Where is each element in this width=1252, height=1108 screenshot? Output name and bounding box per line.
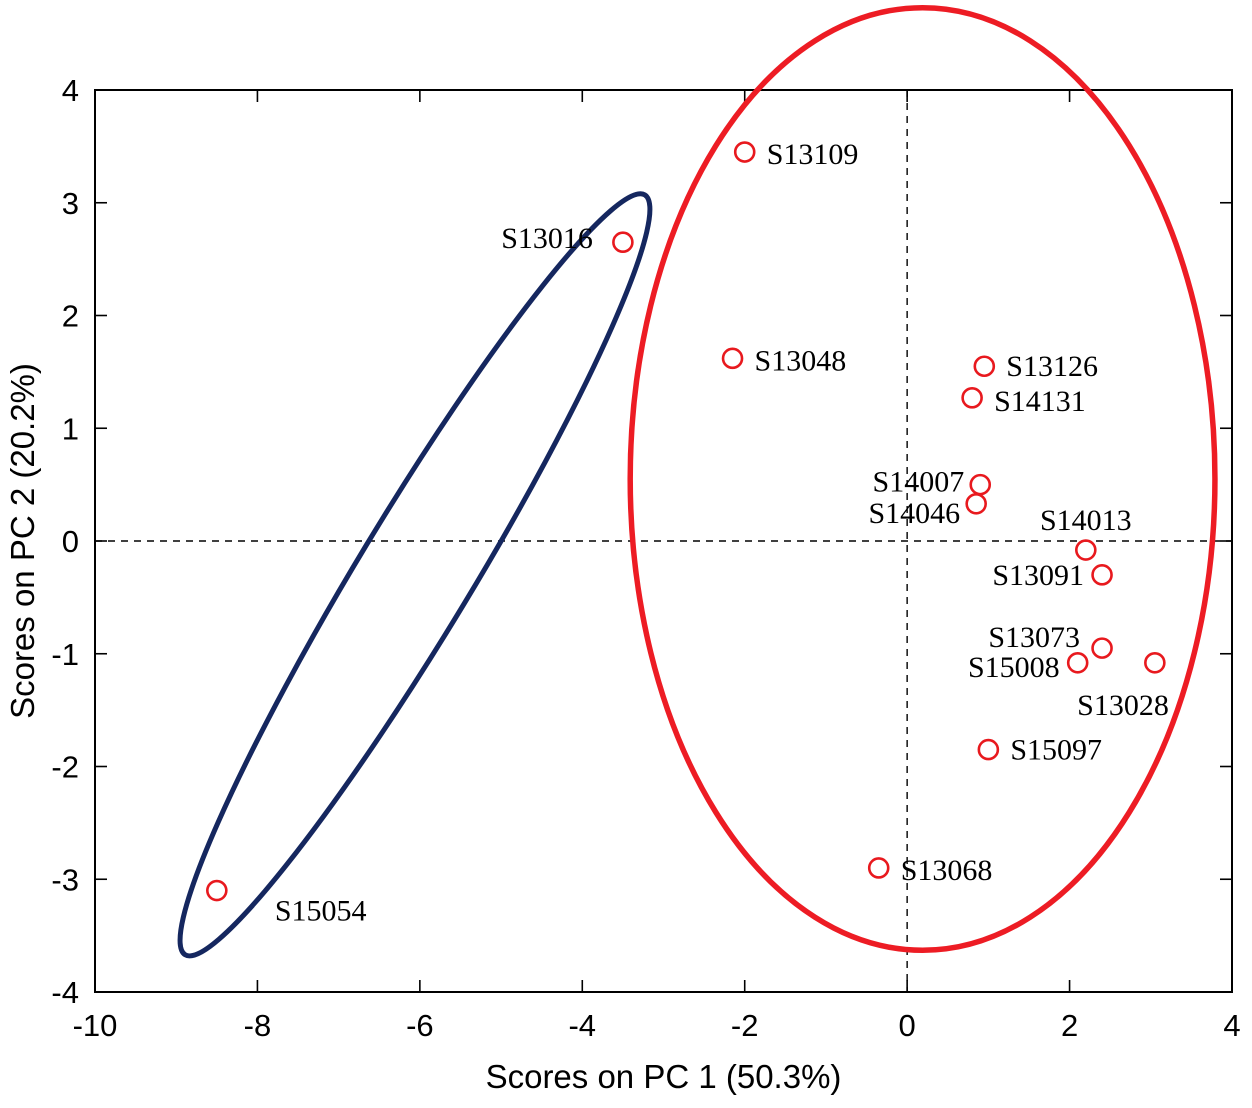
y-tick-label: 0 <box>62 524 79 559</box>
point-label-S13068: S13068 <box>901 854 993 887</box>
x-tick-label: 2 <box>1061 1008 1078 1043</box>
point-marker-S13091 <box>1091 564 1113 586</box>
y-tick-label: -3 <box>51 862 79 897</box>
point-label-S13073: S13073 <box>988 621 1080 654</box>
point-marker-S14007 <box>969 473 992 496</box>
point-label-S15054: S15054 <box>275 895 367 928</box>
point-marker-S13109 <box>733 141 756 163</box>
point-marker-S14013 <box>1075 539 1097 561</box>
point-label-S14046: S14046 <box>868 497 960 530</box>
point-label-S13126: S13126 <box>1006 350 1098 383</box>
x-tick-label: -8 <box>244 1008 272 1043</box>
y-tick-label: -2 <box>51 750 79 785</box>
point-marker-S15054 <box>206 879 228 902</box>
point-label-S14131: S14131 <box>994 385 1086 418</box>
x-tick-label: -6 <box>406 1008 434 1043</box>
x-tick-label: -4 <box>568 1008 596 1043</box>
point-marker-S14131 <box>961 387 983 409</box>
cluster-ellipse-navy <box>177 191 653 959</box>
point-label-S13016: S13016 <box>501 222 593 255</box>
x-tick-label: 4 <box>1223 1008 1240 1043</box>
y-axis-label: Scores on PC 2 (20.2%) <box>4 363 41 719</box>
x-axis-label: Scores on PC 1 (50.3%) <box>486 1058 842 1095</box>
x-tick-label: 0 <box>899 1008 916 1043</box>
y-tick-label: 4 <box>62 73 79 108</box>
cluster-ellipse-red <box>627 4 1218 954</box>
x-tick-label: -10 <box>73 1008 118 1043</box>
y-tick-label: 3 <box>62 186 79 221</box>
point-marker-S13073 <box>1091 637 1113 659</box>
point-marker-S13016 <box>612 231 634 254</box>
y-tick-label: -4 <box>51 975 79 1010</box>
x-tick-label: -2 <box>731 1008 759 1043</box>
y-tick-label: 2 <box>62 299 79 334</box>
point-label-S13109: S13109 <box>767 138 859 171</box>
point-label-S14007: S14007 <box>873 466 965 499</box>
point-label-S13091: S13091 <box>992 559 1084 592</box>
y-tick-label: 1 <box>62 411 79 446</box>
point-label-S13048: S13048 <box>755 344 847 377</box>
point-label-S15008: S15008 <box>968 651 1060 684</box>
point-marker-S13048 <box>721 347 744 370</box>
point-marker-S15008 <box>1066 651 1089 674</box>
point-marker-S14046 <box>965 492 987 515</box>
point-label-S14013: S14013 <box>1040 504 1132 537</box>
point-marker-S13068 <box>867 857 890 879</box>
point-label-S15097: S15097 <box>1010 734 1102 767</box>
point-marker-S15097 <box>977 738 1000 761</box>
y-tick-label: -1 <box>51 637 79 672</box>
point-marker-S13028 <box>1144 651 1166 674</box>
point-marker-S13126 <box>973 355 996 378</box>
point-label-S13028: S13028 <box>1077 689 1169 722</box>
